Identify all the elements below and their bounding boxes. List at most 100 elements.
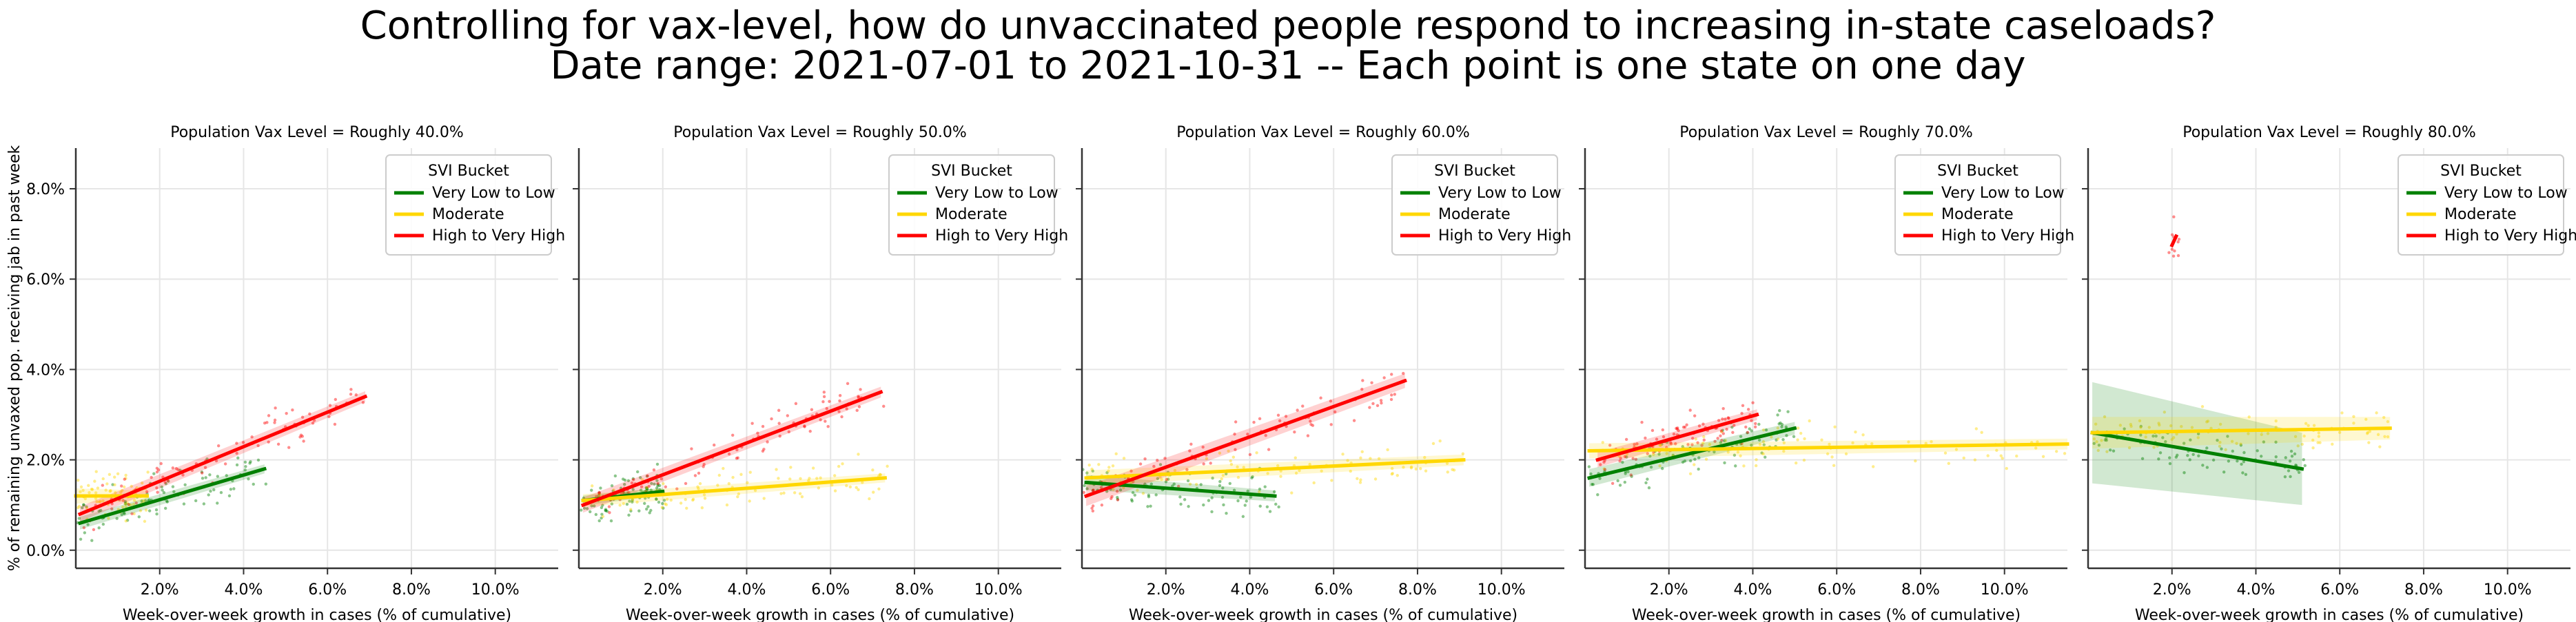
- scatter-point: [799, 477, 802, 481]
- legend-entry: Very Low to Low: [432, 185, 555, 202]
- scatter-point: [99, 508, 103, 512]
- scatter-point: [1731, 431, 1735, 434]
- scatter-point: [1158, 463, 1163, 466]
- scatter-point: [1258, 504, 1262, 508]
- y-tick-label: 8.0%: [26, 181, 65, 198]
- scatter-point: [96, 486, 100, 490]
- scatter-point: [594, 512, 598, 517]
- scatter-point: [1954, 448, 1959, 451]
- scatter-point: [2103, 438, 2107, 442]
- x-tick-label: 10.0%: [1478, 581, 1526, 599]
- scatter-point: [2311, 446, 2315, 450]
- scatter-point: [1149, 482, 1153, 486]
- scatter-point: [1633, 443, 1636, 446]
- scatter-point: [1762, 443, 1766, 446]
- scatter-point: [1312, 481, 1316, 485]
- scatter-point: [669, 498, 673, 502]
- scatter-point: [2236, 459, 2239, 463]
- x-tick-label: 2.0%: [2153, 581, 2191, 599]
- scatter-point: [2151, 434, 2155, 438]
- scatter-point: [782, 491, 786, 495]
- scatter-point: [1870, 442, 1874, 446]
- scatter-point: [92, 528, 96, 532]
- scatter-point: [833, 489, 837, 493]
- scatter-point: [1716, 437, 1719, 440]
- scatter-point: [665, 497, 669, 501]
- scatter-point: [1764, 428, 1768, 432]
- scatter-point: [2247, 432, 2250, 435]
- scatter-point: [610, 484, 614, 488]
- scatter-point: [94, 470, 98, 473]
- scatter-point: [1697, 456, 1701, 459]
- scatter-point: [1730, 425, 1734, 429]
- scatter-point: [256, 458, 260, 462]
- scatter-point: [167, 479, 170, 483]
- scatter-point: [1349, 469, 1352, 473]
- scatter-point: [2244, 473, 2248, 477]
- scatter-point: [2242, 450, 2246, 455]
- scatter-point: [1189, 442, 1193, 446]
- scatter-point: [1359, 456, 1362, 460]
- scatter-point: [2274, 455, 2278, 459]
- scatter-point: [846, 382, 850, 386]
- scatter-point: [1719, 430, 1724, 433]
- scatter-point: [1320, 469, 1323, 473]
- scatter-point: [1130, 499, 1134, 503]
- legend-title: SVI Bucket: [1937, 163, 2018, 180]
- scatter-point: [1784, 425, 1788, 429]
- scatter-point: [735, 457, 739, 460]
- scatter-point: [2189, 438, 2192, 442]
- scatter-point: [2096, 448, 2100, 453]
- scatter-point: [200, 470, 204, 474]
- legend-entry: High to Very High: [935, 227, 1068, 245]
- scatter-point: [1234, 448, 1237, 451]
- scatter-point: [1391, 472, 1394, 475]
- scatter-point: [1234, 420, 1238, 424]
- scatter-point: [1750, 444, 1753, 447]
- scatter-point: [630, 481, 634, 485]
- scatter-point: [597, 491, 601, 495]
- scatter-point: [2318, 441, 2322, 444]
- scatter-point: [2375, 411, 2378, 415]
- scatter-point: [643, 501, 646, 506]
- scatter-point: [163, 481, 167, 484]
- scatter-point: [2293, 435, 2298, 439]
- scatter-point: [1131, 490, 1135, 495]
- scatter-point: [123, 512, 126, 515]
- scatter-point: [824, 419, 827, 423]
- scatter-point: [811, 466, 815, 470]
- scatter-point: [1122, 486, 1125, 490]
- scatter-point: [2312, 424, 2316, 427]
- scatter-point: [1091, 504, 1095, 508]
- scatter-point: [1611, 481, 1615, 485]
- scatter-point: [2169, 424, 2173, 428]
- scatter-point: [2274, 425, 2278, 429]
- scatter-point: [1724, 439, 1728, 442]
- scatter-point: [878, 473, 882, 476]
- scatter-point: [762, 497, 766, 500]
- scatter-point: [140, 481, 144, 485]
- scatter-point: [208, 473, 212, 477]
- scatter-point: [1742, 464, 1746, 468]
- scatter-point: [1700, 444, 1704, 447]
- scatter-point: [1719, 434, 1722, 438]
- scatter-point: [1382, 376, 1386, 380]
- scatter-point: [2307, 424, 2310, 428]
- scatter-point: [808, 477, 811, 480]
- scatter-point: [879, 473, 882, 477]
- scatter-point: [737, 492, 741, 496]
- scatter-point: [1409, 466, 1413, 470]
- scatter-point: [1591, 483, 1595, 486]
- scatter-point: [150, 475, 153, 479]
- scatter-point: [1352, 419, 1356, 422]
- scatter-point: [1265, 505, 1269, 508]
- scatter-point: [2054, 450, 2058, 453]
- scatter-point: [79, 537, 83, 541]
- scatter-point: [716, 484, 719, 487]
- scatter-point: [85, 505, 88, 509]
- scatter-point: [713, 443, 716, 447]
- scatter-point: [635, 500, 639, 504]
- scatter-point: [1402, 466, 1405, 469]
- scatter-point: [1210, 496, 1214, 499]
- scatter-point: [1619, 457, 1622, 460]
